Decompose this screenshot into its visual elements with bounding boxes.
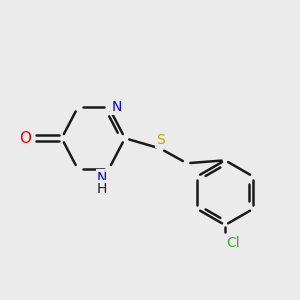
Text: S: S	[156, 133, 165, 147]
Text: O: O	[19, 131, 31, 146]
Text: H: H	[97, 182, 107, 196]
Text: N: N	[97, 171, 107, 184]
Text: Cl: Cl	[226, 236, 240, 250]
Text: N: N	[111, 100, 122, 114]
